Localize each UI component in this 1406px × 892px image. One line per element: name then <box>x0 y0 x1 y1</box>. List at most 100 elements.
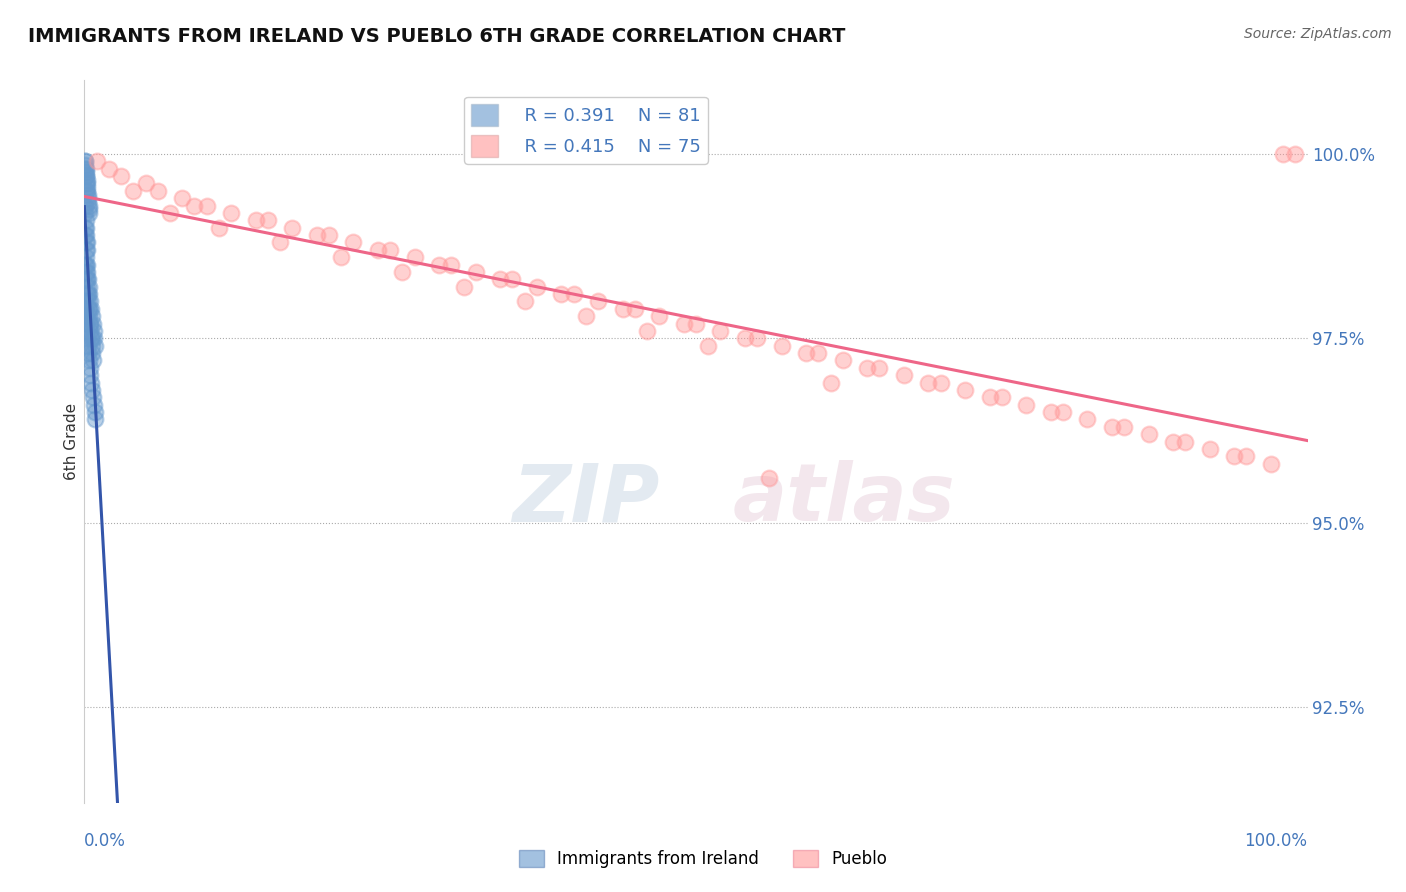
Point <box>79 294 101 309</box>
Point <box>1272 147 1295 161</box>
Text: atlas: atlas <box>733 460 956 539</box>
Point <box>79 287 101 301</box>
Point <box>82 353 104 368</box>
Point <box>82 317 104 331</box>
Point <box>1039 405 1062 419</box>
Point <box>86 154 108 169</box>
Point <box>391 265 413 279</box>
Point <box>758 471 780 485</box>
Point <box>269 235 291 250</box>
Point <box>869 360 891 375</box>
Point <box>1260 457 1282 471</box>
Point <box>75 228 97 243</box>
Point <box>257 213 280 227</box>
Point <box>77 301 100 316</box>
Point <box>75 177 97 191</box>
Point <box>73 154 96 169</box>
Point <box>575 309 598 323</box>
Text: ZIP: ZIP <box>512 460 659 539</box>
Point <box>991 390 1014 404</box>
Point <box>84 339 107 353</box>
Point <box>709 324 731 338</box>
Point <box>75 169 97 183</box>
Point <box>76 339 98 353</box>
Point <box>76 187 98 202</box>
Point <box>73 154 96 169</box>
Point <box>110 169 132 183</box>
Point <box>75 250 97 264</box>
Point <box>77 194 100 209</box>
Point <box>76 173 98 187</box>
Point <box>82 390 104 404</box>
Point <box>380 243 402 257</box>
Point <box>77 191 100 205</box>
Point <box>76 272 98 286</box>
Point <box>1284 147 1306 161</box>
Point <box>305 228 328 243</box>
Point <box>734 331 756 345</box>
Point <box>76 184 98 198</box>
Point <box>76 331 98 345</box>
Point <box>440 258 463 272</box>
Point <box>75 213 97 227</box>
Point <box>404 250 426 264</box>
Point <box>73 199 96 213</box>
Point <box>77 301 100 316</box>
Point <box>83 331 105 345</box>
Point <box>75 235 97 250</box>
Point <box>77 206 100 220</box>
Point <box>1137 427 1160 442</box>
Text: Source: ZipAtlas.com: Source: ZipAtlas.com <box>1244 27 1392 41</box>
Point <box>513 294 536 309</box>
Point <box>318 228 340 243</box>
Point <box>208 220 231 235</box>
Point <box>453 279 475 293</box>
Point <box>831 353 853 368</box>
Point <box>80 383 103 397</box>
Point <box>76 287 98 301</box>
Point <box>75 161 97 176</box>
Point <box>550 287 572 301</box>
Point <box>245 213 267 227</box>
Point <box>929 376 952 390</box>
Point <box>77 287 100 301</box>
Point <box>1223 450 1246 464</box>
Point <box>75 265 97 279</box>
Point <box>1015 398 1038 412</box>
Point <box>135 177 157 191</box>
Text: 0.0%: 0.0% <box>84 831 127 850</box>
Point <box>75 165 97 179</box>
Point <box>77 353 100 368</box>
Point <box>83 398 105 412</box>
Point <box>75 169 97 183</box>
Point <box>1114 419 1136 434</box>
Point <box>75 220 97 235</box>
Point <box>76 279 98 293</box>
Point <box>75 161 97 176</box>
Point <box>75 272 97 286</box>
Point <box>75 184 97 198</box>
Point <box>75 228 97 243</box>
Point <box>794 346 817 360</box>
Point <box>76 258 98 272</box>
Point <box>1101 419 1123 434</box>
Point <box>624 301 647 316</box>
Point <box>75 294 97 309</box>
Point <box>76 243 98 257</box>
Point <box>77 346 100 360</box>
Point <box>427 258 450 272</box>
Point <box>367 243 389 257</box>
Point <box>1052 405 1074 419</box>
Point <box>893 368 915 383</box>
Point <box>76 265 98 279</box>
Point <box>73 220 96 235</box>
Point <box>770 339 793 353</box>
Point <box>1174 434 1197 449</box>
Point <box>80 309 103 323</box>
Point <box>79 360 101 375</box>
Point <box>502 272 524 286</box>
Point <box>80 331 103 345</box>
Point <box>75 301 97 316</box>
Point <box>75 324 97 338</box>
Point <box>526 279 548 293</box>
